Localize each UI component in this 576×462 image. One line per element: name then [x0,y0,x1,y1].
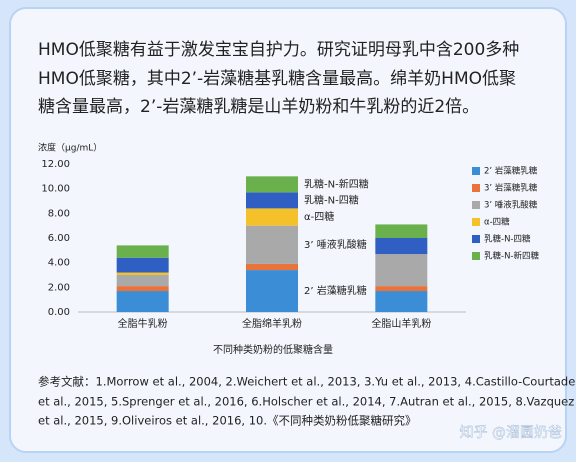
reference-line: 参考文献：1.Morrow et al., 2004, 2.Weichert e… [38,375,575,389]
bar-segment [375,286,428,292]
x-tick-label: 全脂山羊乳粉 [371,317,431,330]
bar-segment [246,208,298,226]
annotation: 3’ 唾液乳酸糖 [304,238,367,251]
bar-segment [246,263,298,271]
bar-segment [246,225,298,264]
legend-swatch [472,235,480,243]
annotation: 乳糖-N-新四糖 [304,177,369,190]
annotation: 乳糖-N-四糖 [304,193,359,206]
x-tick-label: 全脂牛乳粉 [118,317,168,330]
bar-segment [116,245,169,258]
legend-label: 乳糖-N-新四糖 [484,251,539,262]
bar-segment [116,272,169,275]
y-tick-label: 0.00 [48,307,70,318]
legend-label: 3’ 唾液乳酸糖 [484,200,538,211]
y-tick-label: 12.00 [41,159,70,170]
legend-label: 3’ 岩藻糖乳糖 [484,183,538,194]
annotation: α-四糖 [304,210,334,223]
legend-swatch [472,201,480,209]
bar-segment [375,254,428,287]
bar-segment [375,238,428,255]
y-tick-label: 4.00 [48,258,70,269]
y-tick-label: 10.00 [41,184,70,195]
bar-segment [246,192,298,209]
bar-segment [375,291,428,312]
y-axis-label: 浓度（μg/mL） [38,142,102,154]
y-tick-label: 8.00 [48,208,70,219]
intro-line: 糖含量最高，2’-岩藻糖乳糖是山羊奶粉和牛乳粉的近2倍。 [38,97,479,117]
annotation: 2’ 岩藻糖乳糖 [304,284,367,297]
legend-swatch [472,218,480,226]
legend-label: 乳糖-N-四糖 [484,234,531,245]
intro-line: HMO低聚糖，其中2’-岩藻糖基乳糖含量最高。绵羊奶HMO低聚 [38,69,516,89]
x-axis-label: 不同种类奶粉的低聚糖含量 [213,343,333,356]
watermark: 知乎 @溜圆奶爸 [460,424,562,441]
bar-segment [375,224,428,238]
legend-label: α-四糖 [484,217,510,228]
reference-line: et al., 2015, 5.Sprenger et al., 2016, 6… [38,395,574,409]
y-tick-label: 6.00 [48,233,70,244]
reference-line: et al., 2015, 9.Oliveiros et al., 2016, … [38,414,417,428]
legend-swatch [472,167,480,175]
bar-segment [116,275,169,287]
bar-segment [116,286,169,292]
x-tick-label: 全脂绵羊乳粉 [242,317,302,330]
bar-segment [246,270,298,312]
legend-swatch [472,184,480,192]
bar-segment [246,176,298,193]
bar-segment [116,291,169,312]
intro-line: HMO低聚糖有益于激发宝宝自护力。研究证明母乳中含200多种 [38,40,519,60]
y-tick-label: 2.00 [48,282,70,293]
bar-segment [116,257,169,273]
legend-swatch [472,252,480,260]
legend-label: 2’ 岩藻糖乳糖 [484,166,538,177]
